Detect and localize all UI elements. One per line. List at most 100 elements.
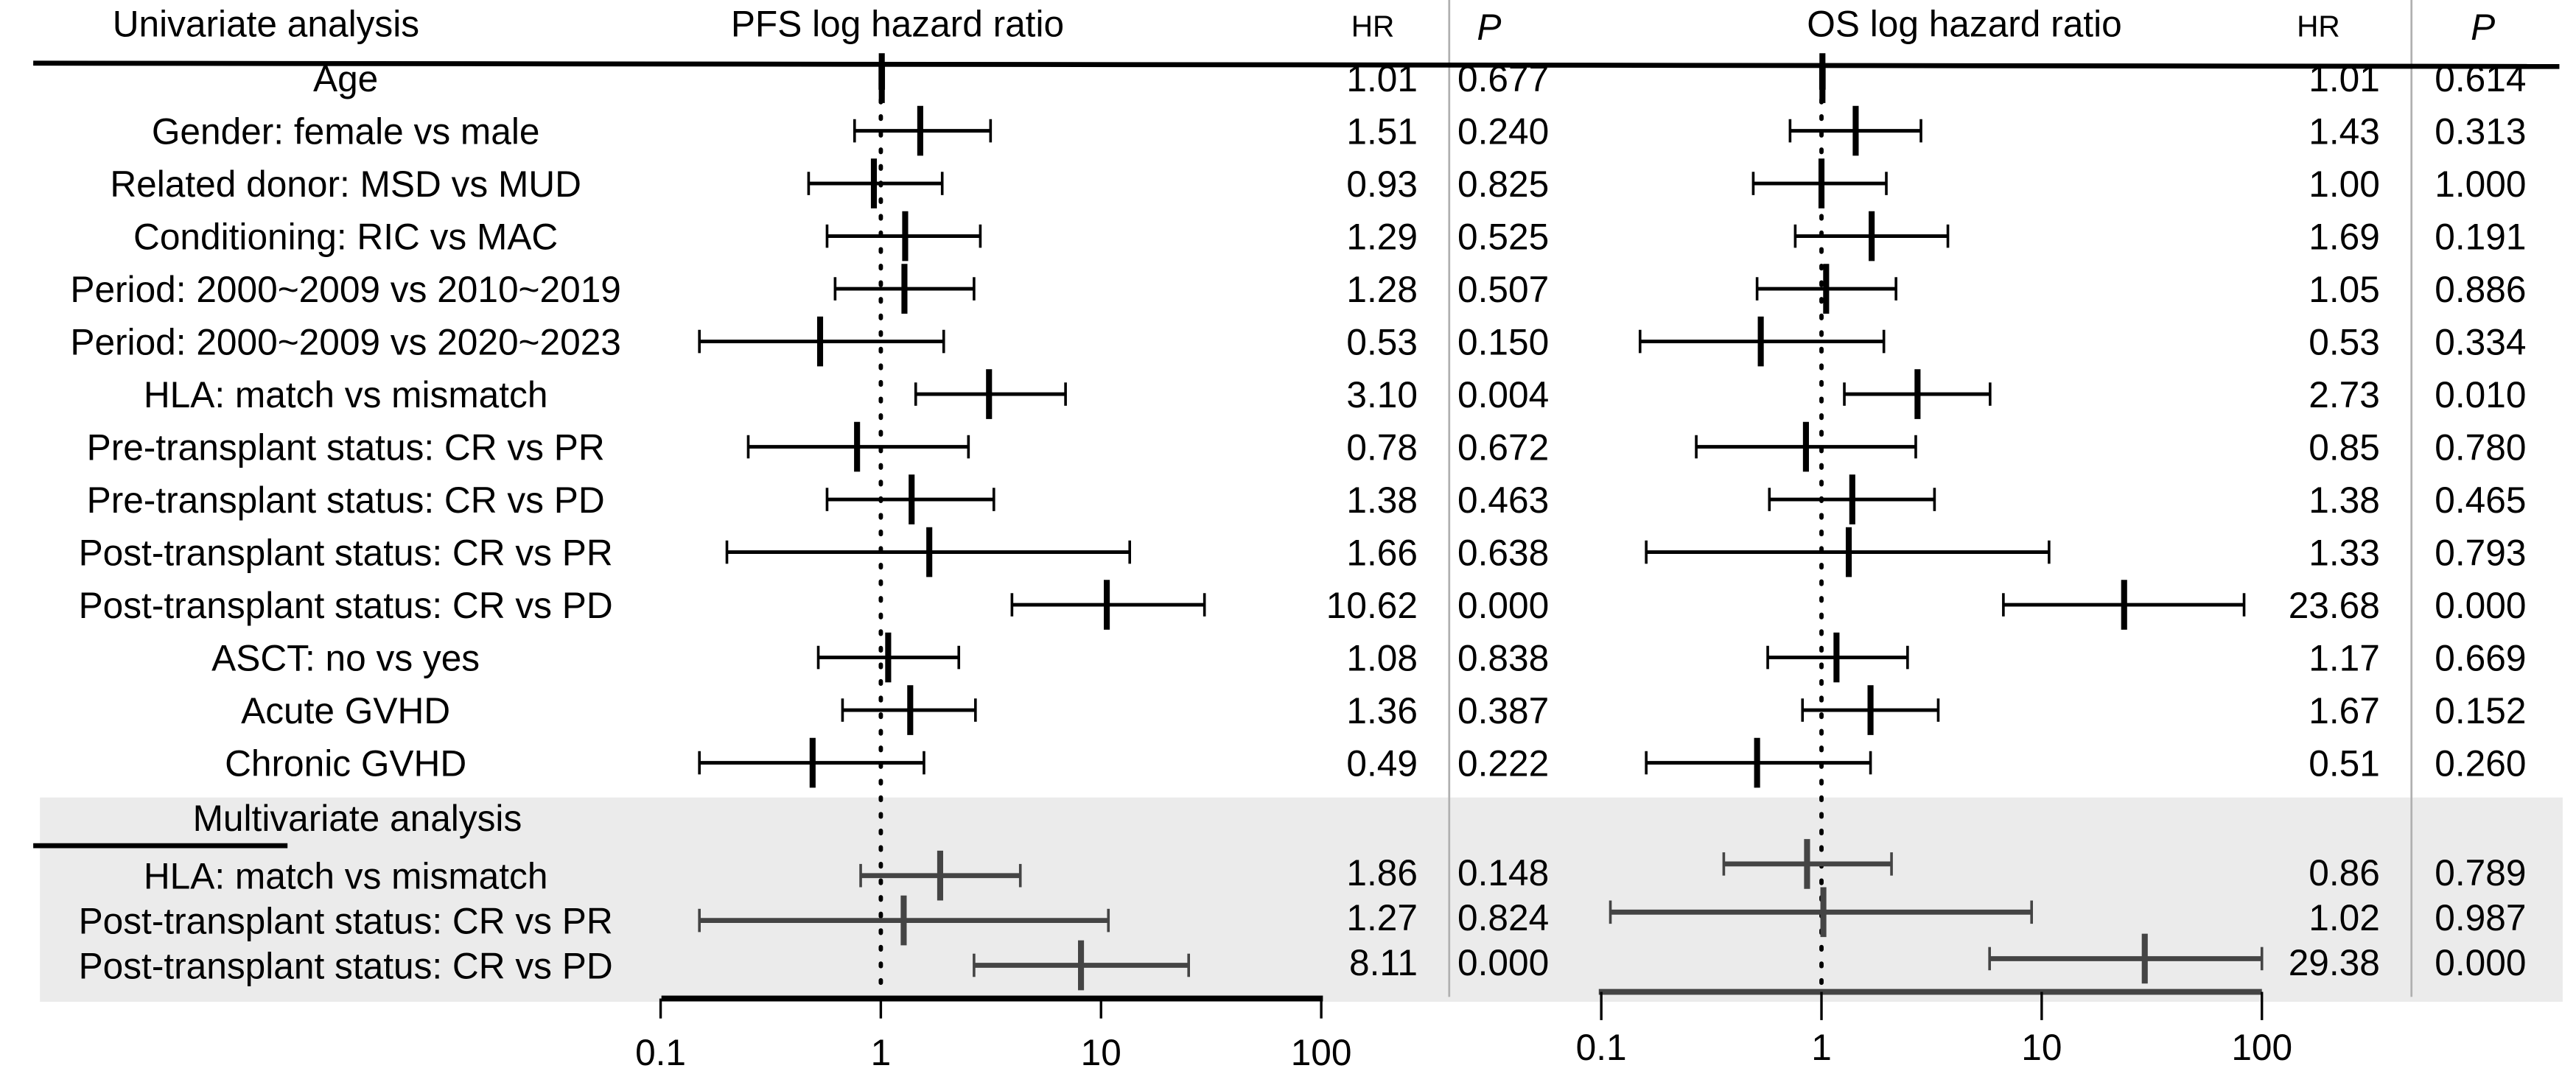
row-label: Post-transplant status: CR vs PD [79, 585, 613, 626]
os-p-value: 0.334 [2435, 322, 2526, 363]
os-hr-value: 0.51 [2309, 743, 2380, 784]
os-title: OS log hazard ratio [1807, 4, 2121, 45]
pfs-axis-tick-label: 1 [871, 1032, 892, 1071]
row-label: Conditioning: RIC vs MAC [133, 217, 558, 258]
pfs-p-value: 0.148 [1457, 852, 1549, 893]
os-hr-value: 0.85 [2309, 427, 2380, 468]
pfs-hr-header: HR [1351, 10, 1395, 43]
pfs-p-value: 0.150 [1457, 322, 1549, 363]
pfs-hr-value: 1.36 [1346, 690, 1418, 731]
os-p-value: 0.000 [2435, 585, 2526, 626]
os-p-value: 0.313 [2435, 111, 2526, 152]
pfs-hr-value: 1.27 [1346, 897, 1418, 938]
os-hr-value: 2.73 [2309, 374, 2380, 415]
pfs-hr-value: 3.10 [1346, 374, 1418, 415]
pfs-hr-value: 1.66 [1346, 533, 1418, 574]
pfs-p-value: 0.507 [1457, 269, 1549, 310]
row-label: Age [313, 58, 378, 99]
pfs-p-value: 0.000 [1457, 942, 1549, 983]
pfs-p-value: 0.677 [1457, 58, 1549, 99]
os-p-value: 0.780 [2435, 427, 2526, 468]
row-label: Post-transplant status: CR vs PD [79, 946, 613, 987]
os-hr-value: 1.33 [2309, 533, 2380, 574]
pfs-p-value: 0.638 [1457, 533, 1549, 574]
os-hr-value: 1.02 [2309, 897, 2380, 938]
pfs-p-value: 0.463 [1457, 480, 1549, 521]
pfs-p-value: 0.240 [1457, 111, 1549, 152]
pfs-p-value: 0.825 [1457, 164, 1549, 205]
pfs-axis-tick-label: 10 [1081, 1032, 1121, 1071]
os-hr-value: 1.05 [2309, 269, 2380, 310]
pfs-title: PFS log hazard ratio [731, 4, 1064, 45]
pfs-hr-value: 1.86 [1346, 852, 1418, 893]
pfs-hr-value: 0.78 [1346, 427, 1418, 468]
pfs-p-value: 0.824 [1457, 897, 1549, 938]
pfs-p-value: 0.222 [1457, 743, 1549, 784]
os-axis-tick-label: 100 [2231, 1027, 2292, 1068]
os-p-header: P [2471, 7, 2495, 48]
os-p-value: 0.669 [2435, 638, 2526, 679]
multivariate-heading: Multivariate analysis [193, 798, 522, 839]
os-hr-value: 1.69 [2309, 217, 2380, 258]
os-p-value: 0.260 [2435, 743, 2526, 784]
os-hr-value: 1.00 [2309, 164, 2380, 205]
row-label: HLA: match vs mismatch [144, 374, 548, 415]
os-p-value: 0.152 [2435, 690, 2526, 731]
row-label: Pre-transplant status: CR vs PR [87, 427, 605, 468]
pfs-hr-value: 1.38 [1346, 480, 1418, 521]
row-label: Chronic GVHD [225, 743, 466, 784]
row-label: Post-transplant status: CR vs PR [79, 901, 613, 942]
row-label: Post-transplant status: CR vs PR [79, 533, 613, 574]
pfs-hr-value: 1.51 [1346, 111, 1418, 152]
pfs-hr-value: 8.11 [1349, 942, 1418, 983]
pfs-p-value: 0.838 [1457, 638, 1549, 679]
pfs-p-header: P [1477, 7, 1501, 48]
os-hr-value: 29.38 [2289, 942, 2380, 983]
pfs-p-value: 0.000 [1457, 585, 1549, 626]
pfs-p-value: 0.387 [1457, 690, 1549, 731]
univariate-heading: Univariate analysis [113, 4, 419, 45]
row-label: HLA: match vs mismatch [144, 856, 548, 897]
os-p-value: 0.886 [2435, 269, 2526, 310]
os-hr-value: 1.43 [2309, 111, 2380, 152]
pfs-hr-value: 10.62 [1326, 585, 1418, 626]
os-hr-value: 1.67 [2309, 690, 2380, 731]
os-hr-value: 1.17 [2309, 638, 2380, 679]
os-axis-tick-label: 10 [2021, 1027, 2062, 1068]
os-hr-value: 0.53 [2309, 322, 2380, 363]
os-p-value: 0.465 [2435, 480, 2526, 521]
os-p-value: 0.789 [2435, 852, 2526, 893]
os-hr-value: 1.01 [2309, 58, 2380, 99]
pfs-p-value: 0.004 [1457, 374, 1549, 415]
row-label: ASCT: no vs yes [211, 638, 480, 679]
os-p-value: 0.191 [2435, 217, 2526, 258]
pfs-hr-value: 0.53 [1346, 322, 1418, 363]
row-label: Acute GVHD [241, 690, 450, 731]
os-hr-header: HR [2297, 10, 2340, 43]
pfs-hr-value: 1.01 [1346, 58, 1418, 99]
row-label: Period: 2000~2009 vs 2010~2019 [70, 269, 621, 310]
os-hr-value: 0.86 [2309, 852, 2380, 893]
pfs-hr-value: 1.08 [1346, 638, 1418, 679]
os-axis-tick-label: 1 [1811, 1027, 1832, 1068]
pfs-axis-tick-label: 0.1 [635, 1032, 686, 1071]
os-p-value: 1.000 [2435, 164, 2526, 205]
pfs-hr-value: 0.49 [1346, 743, 1418, 784]
os-hr-value: 1.38 [2309, 480, 2380, 521]
header-rule [33, 60, 2560, 69]
row-label: Gender: female vs male [152, 111, 540, 152]
os-p-value: 0.010 [2435, 374, 2526, 415]
pfs-p-value: 0.525 [1457, 217, 1549, 258]
pfs-hr-value: 1.28 [1346, 269, 1418, 310]
row-label: Pre-transplant status: CR vs PD [87, 480, 605, 521]
os-p-value: 0.987 [2435, 897, 2526, 938]
row-label: Related donor: MSD vs MUD [110, 164, 581, 205]
os-p-value: 0.614 [2435, 58, 2526, 99]
os-p-value: 0.000 [2435, 942, 2526, 983]
pfs-axis-tick-label: 100 [1291, 1032, 1352, 1071]
pfs-p-value: 0.672 [1457, 427, 1549, 468]
os-p-value: 0.793 [2435, 533, 2526, 574]
row-label: Period: 2000~2009 vs 2020~2023 [70, 322, 621, 363]
pfs-hr-value: 0.93 [1346, 164, 1418, 205]
